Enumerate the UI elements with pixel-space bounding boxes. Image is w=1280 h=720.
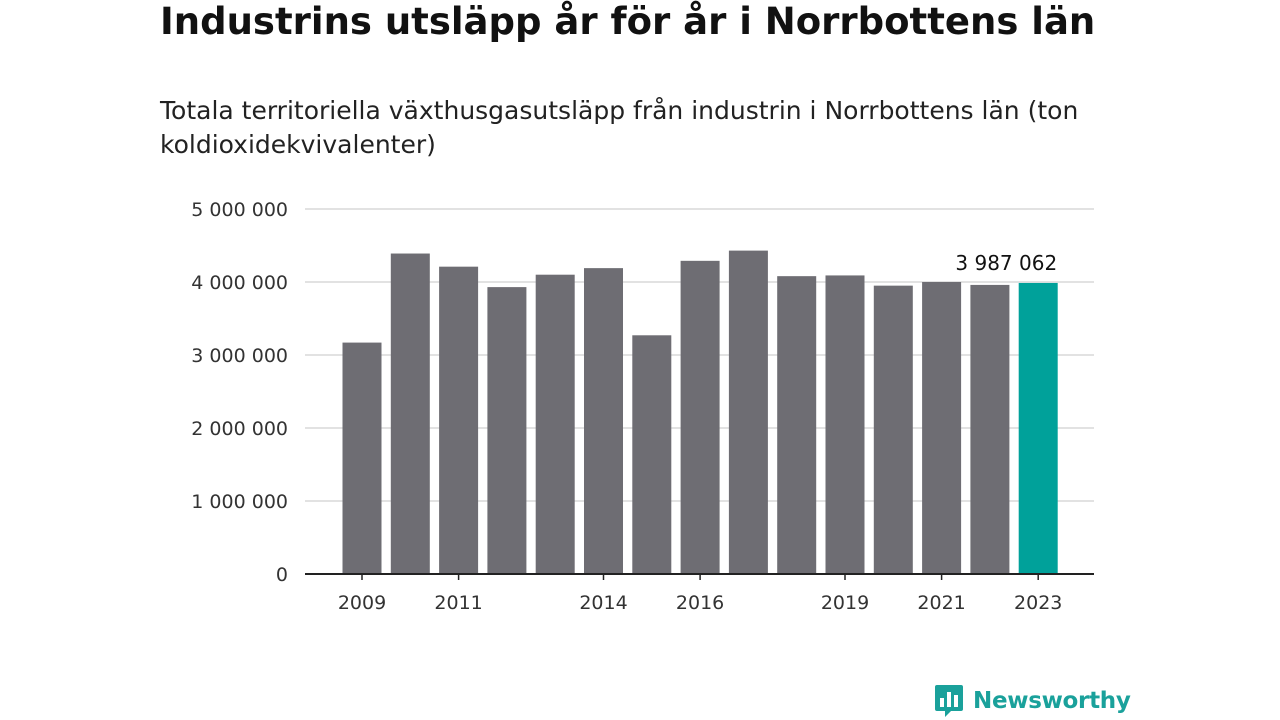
x-tick-label: 2019 bbox=[821, 592, 869, 614]
bar-2013 bbox=[535, 274, 575, 574]
bar-2019 bbox=[825, 275, 865, 574]
bar-2021 bbox=[922, 282, 962, 574]
y-tick-label: 0 bbox=[276, 564, 288, 586]
y-tick-label: 3 000 000 bbox=[191, 345, 288, 367]
x-tick-label: 2023 bbox=[1014, 592, 1062, 614]
y-tick-label: 5 000 000 bbox=[191, 199, 288, 221]
bar-2020 bbox=[873, 285, 913, 574]
x-tick-label: 2009 bbox=[338, 592, 386, 614]
bar-2017 bbox=[728, 250, 768, 575]
bar-2016 bbox=[680, 260, 720, 574]
value-label-2023: 3 987 062 bbox=[955, 251, 1057, 275]
logo-text: Newsworthy bbox=[973, 688, 1131, 714]
x-axis bbox=[305, 573, 1094, 580]
bar-2014 bbox=[584, 268, 623, 574]
bar-chart: 0 1 000 000 2 000 000 3 000 000 4 000 000 5 0… bbox=[191, 199, 1094, 614]
bar-2009 bbox=[342, 342, 382, 574]
x-axis-tick-labels: 2009 2011 2014 2016 2019 2021 2023 bbox=[338, 592, 1063, 614]
bar-2015 bbox=[632, 335, 672, 574]
x-tick-label: 2014 bbox=[579, 592, 627, 614]
y-axis-tick-labels: 0 1 000 000 2 000 000 3 000 000 4 000 000 5 0… bbox=[191, 199, 288, 586]
y-tick-label: 4 000 000 bbox=[191, 272, 288, 294]
bars bbox=[342, 250, 1058, 575]
bar-2023 bbox=[1018, 282, 1058, 574]
newsworthy-logo: Newsworthy bbox=[934, 684, 1131, 718]
annotations: 3 987 062 bbox=[955, 251, 1057, 275]
bar-2011 bbox=[439, 266, 479, 574]
x-tick-label: 2021 bbox=[917, 592, 965, 614]
chart-subtitle: Totala territoriella växthusgasutsläpp f… bbox=[160, 96, 1079, 159]
bar-chart-speech-bubble-icon bbox=[935, 685, 963, 717]
bar-2010 bbox=[390, 253, 430, 574]
x-tick-label: 2016 bbox=[676, 592, 724, 614]
chart-title: Industrins utsläpp år för år i Norrbotte… bbox=[160, 0, 1096, 43]
y-tick-label: 2 000 000 bbox=[191, 418, 288, 440]
bar-2012 bbox=[487, 287, 527, 574]
y-tick-label: 1 000 000 bbox=[191, 491, 288, 513]
x-tick-label: 2011 bbox=[434, 592, 482, 614]
bar-2022 bbox=[970, 284, 1010, 574]
bar-2018 bbox=[777, 276, 817, 574]
